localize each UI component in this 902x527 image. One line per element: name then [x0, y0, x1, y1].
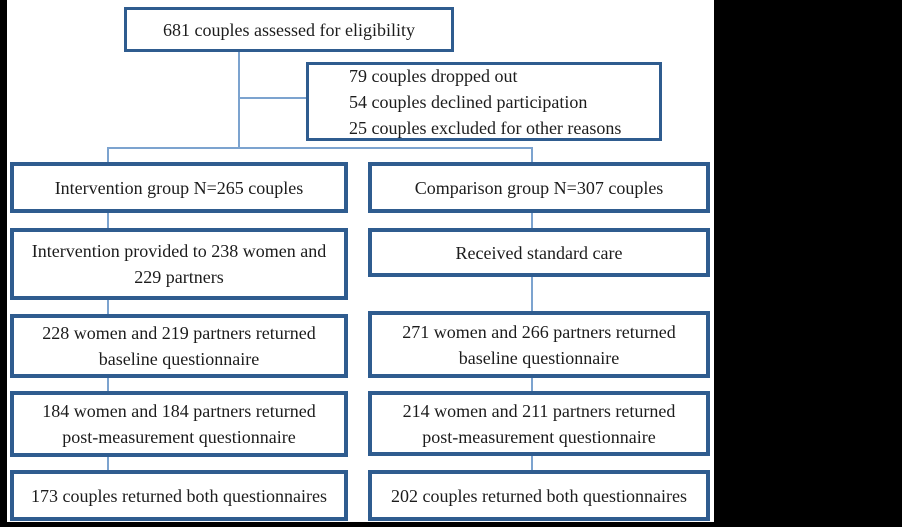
- box-eligibility: 681 couples assessed for eligibility: [124, 7, 454, 52]
- box-intervention-provided-line-1: Intervention provided to 238 women and: [31, 241, 327, 261]
- box-exclusions-line-2: 54 couples declined participation: [349, 91, 588, 112]
- connector-right-group-to-care: [531, 213, 533, 228]
- box-both-intervention-text: 173 couples returned both questionnaires: [31, 485, 327, 506]
- box-post-intervention-line-2: post-measurement questionnaire: [62, 427, 296, 447]
- connector-left-group-to-provided: [107, 213, 109, 228]
- box-post-comparison: 214 women and 211 partners returned post…: [368, 391, 710, 456]
- connector-right-baseline-to-post: [531, 378, 533, 391]
- box-exclusions: 79 couples dropped out 54 couples declin…: [306, 62, 662, 141]
- box-eligibility-text: 681 couples assessed for eligibility: [163, 19, 415, 40]
- box-baseline-intervention-line-1: 228 women and 219 partners returned: [42, 323, 316, 343]
- box-intervention-provided: Intervention provided to 238 women and 2…: [10, 228, 348, 300]
- connector-branch-left-down: [107, 147, 109, 162]
- box-post-comparison-line-2: post-measurement questionnaire: [422, 426, 656, 447]
- box-both-intervention: 173 couples returned both questionnaires: [10, 470, 348, 521]
- box-intervention-group-text: Intervention group N=265 couples: [54, 177, 304, 198]
- connector-branch-horizontal: [107, 147, 533, 149]
- letterbox-left-bar: [0, 0, 7, 527]
- connector-right-care-to-baseline: [531, 277, 533, 311]
- letterbox-right-bar: [714, 0, 902, 527]
- box-exclusions-line-3: 25 couples excluded for other reasons: [349, 117, 622, 138]
- box-both-comparison: 202 couples returned both questionnaires: [368, 470, 710, 521]
- box-post-comparison-line-1: 214 women and 211 partners returned: [402, 400, 676, 421]
- box-baseline-intervention: 228 women and 219 partners returned base…: [10, 314, 348, 378]
- box-comparison-group: Comparison group N=307 couples: [368, 162, 710, 213]
- connector-left-baseline-to-post: [107, 378, 109, 391]
- box-intervention-group: Intervention group N=265 couples: [10, 162, 348, 213]
- connector-right-post-to-both: [531, 456, 533, 470]
- connector-left-provided-to-baseline: [107, 300, 109, 314]
- box-baseline-comparison: 271 women and 266 partners returned base…: [368, 311, 710, 378]
- letterbox-bottom-bar: [0, 522, 902, 527]
- box-post-intervention-line-1: 184 women and 184 partners returned: [42, 401, 316, 421]
- connector-branch-right-down: [531, 147, 533, 162]
- box-intervention-provided-line-2: 229 partners: [134, 267, 224, 287]
- box-standard-care: Received standard care: [368, 228, 710, 277]
- connector-left-post-to-both: [107, 457, 109, 470]
- connector-exclusions-horizontal: [239, 97, 306, 99]
- connector-eligibility-down: [238, 52, 240, 148]
- box-baseline-intervention-line-2: baseline questionnaire: [98, 349, 260, 369]
- box-standard-care-text: Received standard care: [455, 242, 623, 263]
- box-baseline-comparison-line-1: 271 women and 266 partners returned: [402, 321, 676, 342]
- box-baseline-comparison-line-2: baseline questionnaire: [458, 347, 620, 368]
- box-post-intervention: 184 women and 184 partners returned post…: [10, 391, 348, 457]
- box-comparison-group-text: Comparison group N=307 couples: [414, 177, 664, 198]
- box-both-comparison-text: 202 couples returned both questionnaires: [391, 485, 687, 506]
- box-exclusions-line-1: 79 couples dropped out: [349, 65, 518, 86]
